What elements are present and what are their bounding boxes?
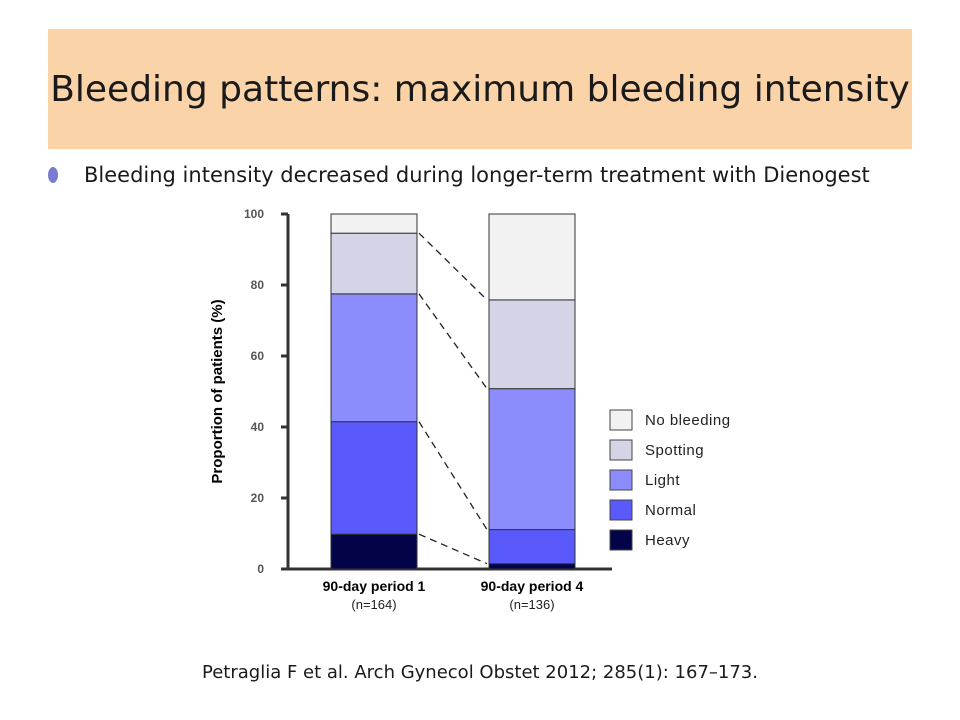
y-tick-label: 40 (251, 420, 265, 434)
x-category-label: 90-day period 1 (323, 578, 426, 594)
legend-swatch (609, 409, 633, 431)
connector-line (418, 293, 488, 390)
y-tick-label: 80 (251, 278, 265, 292)
bullet-dot-icon (48, 167, 58, 183)
bar-segment (330, 533, 418, 570)
y-axis-label: Proportion of patients (%) (209, 299, 226, 483)
x-category-sublabel: (n=136) (509, 597, 554, 612)
legend-swatch (609, 529, 633, 551)
bar-segment (488, 563, 576, 570)
bar-segment (330, 293, 418, 423)
bar-segment (330, 213, 418, 234)
legend-swatch (609, 439, 633, 461)
legend-label: Spotting (645, 442, 704, 459)
citation: Petraglia F et al. Arch Gynecol Obstet 2… (202, 662, 758, 683)
bar-segment (330, 421, 418, 535)
x-category-sublabel: (n=164) (351, 597, 396, 612)
legend-label: Heavy (645, 532, 690, 549)
legend-label: Normal (645, 502, 696, 519)
legend-swatch (609, 469, 633, 491)
legend-label: No bleeding (645, 412, 731, 429)
y-tick-label: 0 (257, 562, 264, 576)
bar-segment (330, 232, 418, 295)
slide-title: Bleeding patterns: maximum bleeding inte… (50, 68, 910, 110)
stacked-bar-chart: 0 20 40 60 80 100 Proportion of patients (%) 90… (209, 207, 731, 612)
y-tick-label: 60 (251, 349, 265, 363)
legend-label: Light (645, 472, 680, 489)
x-category-label: 90-day period 4 (481, 578, 584, 594)
y-tick-label: 20 (251, 491, 265, 505)
title-band: Bleeding patterns: maximum bleeding inte… (48, 29, 912, 149)
connector-line (418, 232, 488, 301)
bar-segment (488, 529, 576, 565)
y-tick-label: 100 (244, 207, 264, 221)
legend-swatch (609, 499, 633, 521)
bar-segment (488, 299, 576, 390)
connector-line (418, 421, 488, 530)
connector-line (418, 533, 488, 565)
bullet-text: Bleeding intensity decreased during long… (84, 163, 870, 187)
bar-segment (488, 388, 576, 531)
bar-segment (488, 213, 576, 301)
